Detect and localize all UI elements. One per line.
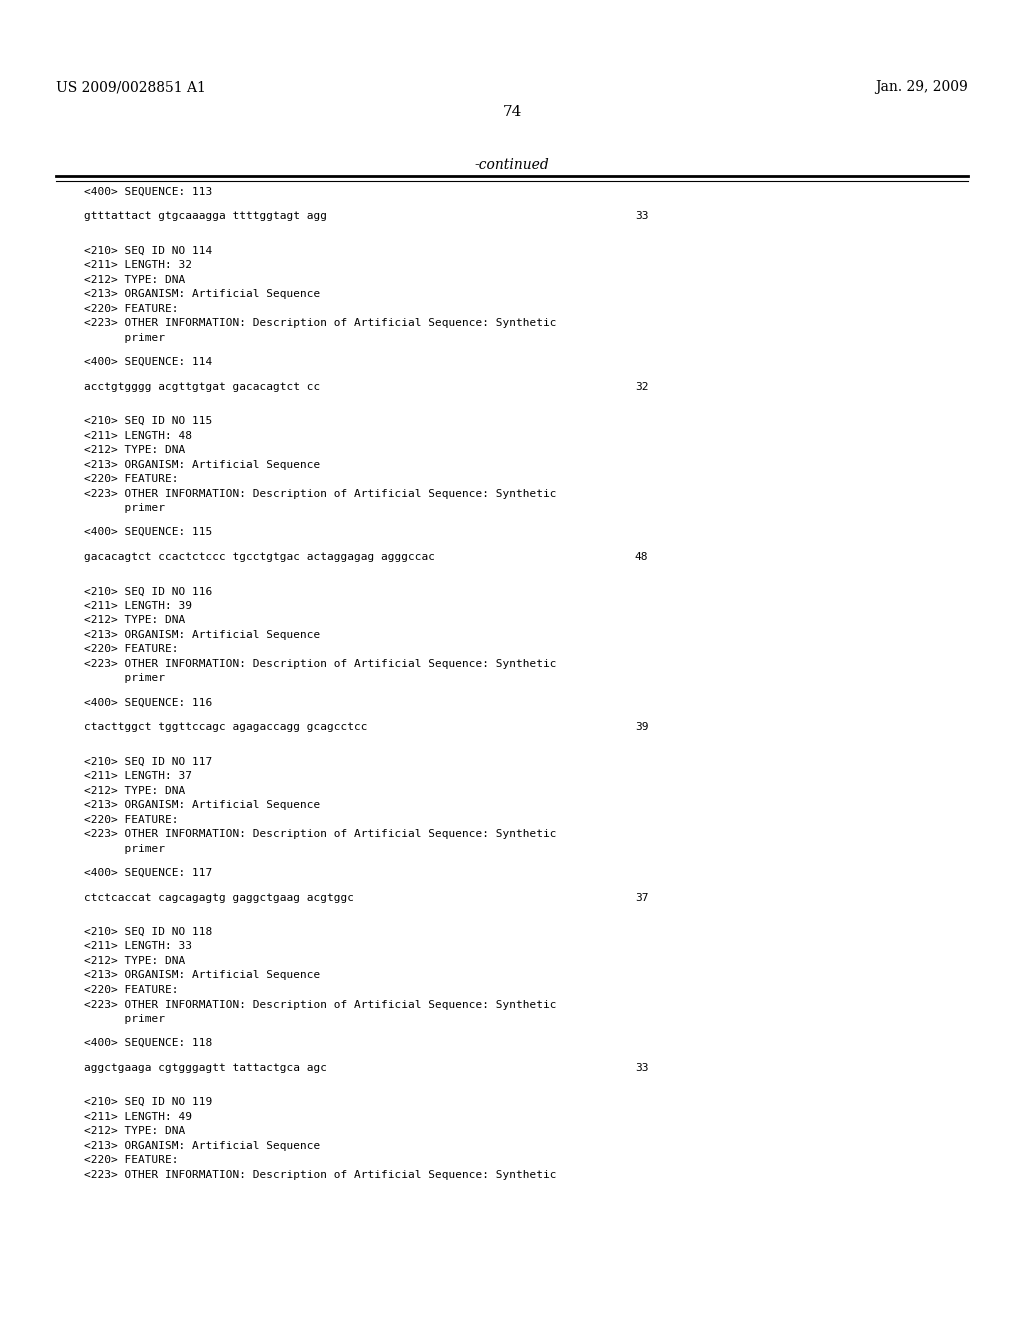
Text: <213> ORGANISM: Artificial Sequence: <213> ORGANISM: Artificial Sequence <box>84 289 321 300</box>
Text: ctacttggct tggttccagc agagaccagg gcagcctcc: ctacttggct tggttccagc agagaccagg gcagcct… <box>84 722 368 733</box>
Text: <220> FEATURE:: <220> FEATURE: <box>84 1155 178 1166</box>
Text: 74: 74 <box>503 106 521 119</box>
Text: primer: primer <box>84 503 165 513</box>
Text: <211> LENGTH: 48: <211> LENGTH: 48 <box>84 430 191 441</box>
Text: <211> LENGTH: 39: <211> LENGTH: 39 <box>84 601 191 611</box>
Text: Jan. 29, 2009: Jan. 29, 2009 <box>874 81 968 94</box>
Text: gacacagtct ccactctccc tgcctgtgac actaggagag agggccac: gacacagtct ccactctccc tgcctgtgac actagga… <box>84 552 435 562</box>
Text: <210> SEQ ID NO 114: <210> SEQ ID NO 114 <box>84 246 212 256</box>
Text: <223> OTHER INFORMATION: Description of Artificial Sequence: Synthetic: <223> OTHER INFORMATION: Description of … <box>84 488 556 499</box>
Text: <210> SEQ ID NO 117: <210> SEQ ID NO 117 <box>84 756 212 767</box>
Text: <213> ORGANISM: Artificial Sequence: <213> ORGANISM: Artificial Sequence <box>84 800 321 810</box>
Text: <210> SEQ ID NO 118: <210> SEQ ID NO 118 <box>84 927 212 937</box>
Text: <213> ORGANISM: Artificial Sequence: <213> ORGANISM: Artificial Sequence <box>84 630 321 640</box>
Text: gtttattact gtgcaaagga ttttggtagt agg: gtttattact gtgcaaagga ttttggtagt agg <box>84 211 327 222</box>
Text: <213> ORGANISM: Artificial Sequence: <213> ORGANISM: Artificial Sequence <box>84 1140 321 1151</box>
Text: US 2009/0028851 A1: US 2009/0028851 A1 <box>56 81 206 94</box>
Text: 33: 33 <box>635 1063 648 1073</box>
Text: <400> SEQUENCE: 115: <400> SEQUENCE: 115 <box>84 527 212 537</box>
Text: <211> LENGTH: 37: <211> LENGTH: 37 <box>84 771 191 781</box>
Text: primer: primer <box>84 1014 165 1024</box>
Text: <211> LENGTH: 49: <211> LENGTH: 49 <box>84 1111 191 1122</box>
Text: <210> SEQ ID NO 116: <210> SEQ ID NO 116 <box>84 586 212 597</box>
Text: <213> ORGANISM: Artificial Sequence: <213> ORGANISM: Artificial Sequence <box>84 459 321 470</box>
Text: <213> ORGANISM: Artificial Sequence: <213> ORGANISM: Artificial Sequence <box>84 970 321 981</box>
Text: <400> SEQUENCE: 114: <400> SEQUENCE: 114 <box>84 356 212 367</box>
Text: <223> OTHER INFORMATION: Description of Artificial Sequence: Synthetic: <223> OTHER INFORMATION: Description of … <box>84 1170 556 1180</box>
Text: 37: 37 <box>635 892 648 903</box>
Text: <212> TYPE: DNA: <212> TYPE: DNA <box>84 445 185 455</box>
Text: <212> TYPE: DNA: <212> TYPE: DNA <box>84 785 185 796</box>
Text: <400> SEQUENCE: 118: <400> SEQUENCE: 118 <box>84 1038 212 1048</box>
Text: <212> TYPE: DNA: <212> TYPE: DNA <box>84 275 185 285</box>
Text: <223> OTHER INFORMATION: Description of Artificial Sequence: Synthetic: <223> OTHER INFORMATION: Description of … <box>84 999 556 1010</box>
Text: <220> FEATURE:: <220> FEATURE: <box>84 985 178 995</box>
Text: <220> FEATURE:: <220> FEATURE: <box>84 474 178 484</box>
Text: <210> SEQ ID NO 115: <210> SEQ ID NO 115 <box>84 416 212 426</box>
Text: <220> FEATURE:: <220> FEATURE: <box>84 644 178 655</box>
Text: <223> OTHER INFORMATION: Description of Artificial Sequence: Synthetic: <223> OTHER INFORMATION: Description of … <box>84 318 556 329</box>
Text: <212> TYPE: DNA: <212> TYPE: DNA <box>84 1126 185 1137</box>
Text: <400> SEQUENCE: 116: <400> SEQUENCE: 116 <box>84 697 212 708</box>
Text: <210> SEQ ID NO 119: <210> SEQ ID NO 119 <box>84 1097 212 1107</box>
Text: primer: primer <box>84 673 165 684</box>
Text: <223> OTHER INFORMATION: Description of Artificial Sequence: Synthetic: <223> OTHER INFORMATION: Description of … <box>84 829 556 840</box>
Text: <400> SEQUENCE: 117: <400> SEQUENCE: 117 <box>84 867 212 878</box>
Text: <220> FEATURE:: <220> FEATURE: <box>84 304 178 314</box>
Text: 39: 39 <box>635 722 648 733</box>
Text: <400> SEQUENCE: 113: <400> SEQUENCE: 113 <box>84 186 212 197</box>
Text: -continued: -continued <box>475 158 549 172</box>
Text: primer: primer <box>84 333 165 343</box>
Text: <212> TYPE: DNA: <212> TYPE: DNA <box>84 615 185 626</box>
Text: acctgtgggg acgttgtgat gacacagtct cc: acctgtgggg acgttgtgat gacacagtct cc <box>84 381 321 392</box>
Text: ctctcaccat cagcagagtg gaggctgaag acgtggc: ctctcaccat cagcagagtg gaggctgaag acgtggc <box>84 892 354 903</box>
Text: <211> LENGTH: 33: <211> LENGTH: 33 <box>84 941 191 952</box>
Text: <211> LENGTH: 32: <211> LENGTH: 32 <box>84 260 191 271</box>
Text: primer: primer <box>84 843 165 854</box>
Text: <220> FEATURE:: <220> FEATURE: <box>84 814 178 825</box>
Text: 32: 32 <box>635 381 648 392</box>
Text: aggctgaaga cgtgggagtt tattactgca agc: aggctgaaga cgtgggagtt tattactgca agc <box>84 1063 327 1073</box>
Text: 33: 33 <box>635 211 648 222</box>
Text: <212> TYPE: DNA: <212> TYPE: DNA <box>84 956 185 966</box>
Text: <223> OTHER INFORMATION: Description of Artificial Sequence: Synthetic: <223> OTHER INFORMATION: Description of … <box>84 659 556 669</box>
Text: 48: 48 <box>635 552 648 562</box>
